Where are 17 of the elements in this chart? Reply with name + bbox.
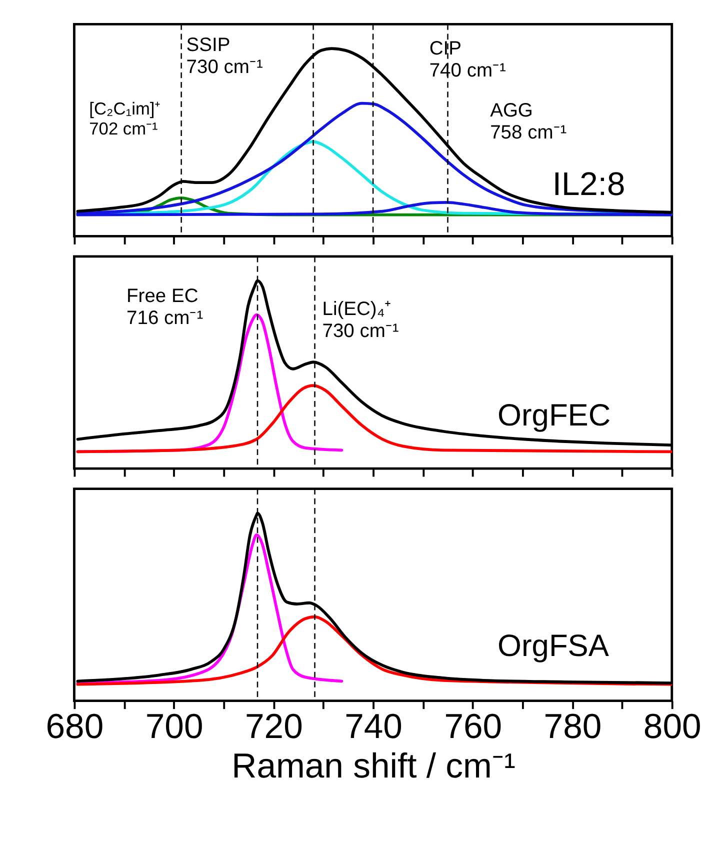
- annotation: SSIP 730 cm⁻¹: [186, 34, 263, 78]
- annotation: AGG 758 cm⁻¹: [490, 100, 567, 144]
- annotation: Li(EC)₄⁺ 730 cm⁻¹: [322, 299, 399, 342]
- annotation: Free EC 716 cm⁻¹: [126, 286, 204, 330]
- x-tick-label: 740: [344, 708, 402, 746]
- x-tick-label: 760: [444, 708, 502, 746]
- x-axis-title: Raman shift / cm⁻¹: [232, 747, 516, 786]
- x-tick-label: 780: [544, 708, 602, 746]
- x-tick-label: 680: [46, 708, 104, 746]
- x-tick-label: 800: [643, 708, 702, 746]
- annotation: IL2:8: [552, 164, 626, 202]
- x-tick-label: 700: [145, 708, 204, 746]
- annotation: [C₂C₁im]⁺ 702 cm⁻¹: [89, 98, 161, 139]
- x-tick-label: 720: [244, 708, 303, 746]
- annotation: OrgFSA: [498, 628, 610, 663]
- annotation: CIP 740 cm⁻¹: [429, 38, 506, 82]
- annotation: OrgFEC: [498, 397, 611, 432]
